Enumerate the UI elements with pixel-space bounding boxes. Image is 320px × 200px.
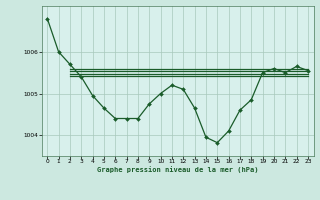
X-axis label: Graphe pression niveau de la mer (hPa): Graphe pression niveau de la mer (hPa): [97, 167, 258, 173]
